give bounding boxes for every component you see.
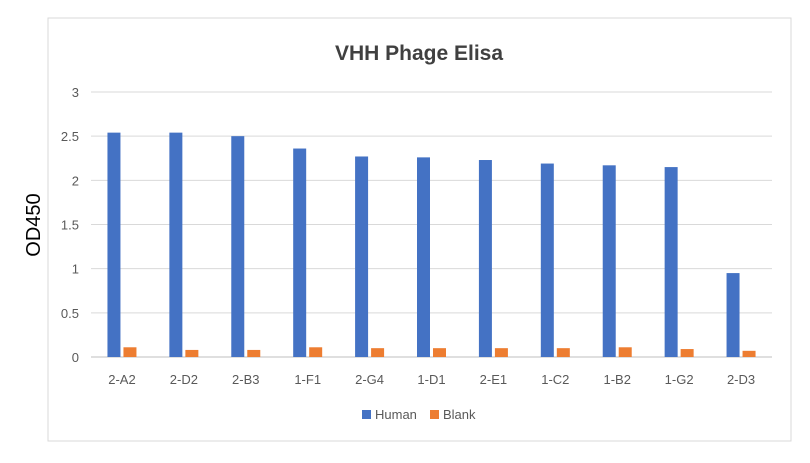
x-tick-label: 2-D3: [727, 372, 755, 387]
y-tick-label: 2: [72, 173, 79, 188]
y-tick-label: 0: [72, 350, 79, 365]
bar-blank-2-B3: [247, 349, 261, 357]
bar-human-1-C2: [540, 163, 554, 357]
bar-human-1-F1: [293, 148, 307, 357]
bar-blank-1-G2: [680, 349, 694, 357]
legend-label-0: Human: [375, 407, 417, 422]
bar-blank-2-D2: [185, 349, 199, 357]
bar-human-2-G4: [355, 156, 369, 357]
x-tick-label: 2-G4: [355, 372, 384, 387]
y-axis-label: OD450: [23, 193, 45, 256]
bar-human-2-D3: [726, 273, 740, 357]
chart-title: VHH Phage Elisa: [335, 42, 503, 65]
legend: Human Blank: [362, 407, 476, 422]
bar-human-2-E1: [478, 160, 492, 357]
bar-blank-1-F1: [309, 347, 323, 357]
x-tick-label: 1-D1: [417, 372, 445, 387]
legend-swatch-1: [430, 410, 439, 419]
bar-blank-1-D1: [433, 348, 446, 357]
y-axis-ticks: 0 0.5 1 1.5 2 2.5 3: [61, 85, 79, 365]
x-axis-ticks: 2-A2 2-D2 2-B3 1-F1 2-G4 1-D1 2-E1 1-C2 1-B2 1-G2…: [108, 372, 755, 387]
y-tick-label: 1: [72, 262, 79, 277]
bar-human-1-B2: [602, 165, 616, 357]
bar-blank-1-C2: [556, 348, 570, 357]
legend-label-1: Blank: [443, 407, 476, 422]
y-tick-label: 0.5: [61, 306, 79, 321]
legend-swatch-0: [362, 410, 371, 419]
bar-blank-2-D3: [742, 350, 756, 357]
bar-blank-2-G4: [371, 348, 385, 357]
bars: [107, 132, 756, 357]
bar-human-2-A2: [107, 132, 121, 357]
bar-human-1-D1: [417, 157, 430, 357]
y-tick-label: 1.5: [61, 218, 79, 233]
x-tick-label: 1-C2: [541, 372, 569, 387]
x-tick-label: 2-E1: [480, 372, 507, 387]
bar-blank-2-E1: [494, 348, 508, 357]
gridlines: [91, 91, 772, 358]
bar-blank-2-A2: [123, 347, 137, 357]
bar-blank-1-B2: [618, 347, 632, 357]
x-tick-label: 2-D2: [170, 372, 198, 387]
x-tick-label: 1-F1: [294, 372, 321, 387]
bar-human-2-D2: [169, 132, 183, 357]
bar-human-1-G2: [664, 167, 678, 357]
y-tick-label: 2.5: [61, 129, 79, 144]
x-tick-label: 2-B3: [232, 372, 259, 387]
x-tick-label: 1-B2: [603, 372, 630, 387]
x-tick-label: 2-A2: [108, 372, 135, 387]
bar-human-2-B3: [231, 136, 245, 357]
y-tick-label: 3: [72, 85, 79, 100]
x-tick-label: 1-G2: [665, 372, 694, 387]
